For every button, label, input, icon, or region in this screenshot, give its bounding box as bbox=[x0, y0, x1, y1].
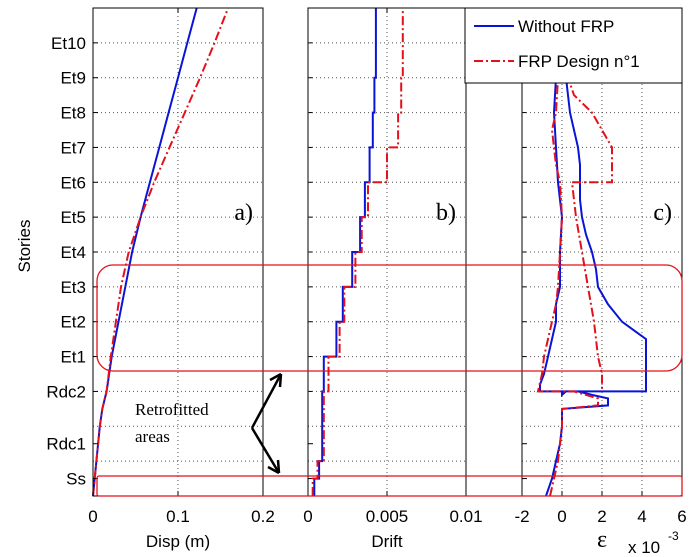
y-tick-label: Et6 bbox=[60, 173, 86, 192]
y-axis-label: Stories bbox=[15, 220, 34, 273]
x-axis-label: Drift bbox=[371, 532, 402, 551]
x-tick-label: 0.01 bbox=[449, 507, 482, 526]
x-multiplier: x 10 -3 bbox=[628, 529, 679, 557]
panel-a: 0 0.1 0.2 Disp (m) a) Ss Rdc1 Rdc2 Et1 Et2 Et3 Et4 E… bbox=[46, 7, 527, 551]
retrofit-box-lower bbox=[96, 475, 683, 497]
panel-c: -2 0 2 4 6 ε c) bbox=[514, 7, 687, 553]
retrofit-box-upper bbox=[96, 264, 683, 372]
y-tick-label: Et7 bbox=[60, 138, 86, 157]
y-tick-label: Rdc1 bbox=[46, 435, 86, 454]
panel-label: b) bbox=[436, 200, 456, 226]
panel-b: 0 0.005 0.01 Drift b) bbox=[303, 7, 483, 551]
x-tick-label: 6 bbox=[677, 507, 686, 526]
x-tick-label: 0.2 bbox=[251, 507, 275, 526]
series-line-frp-design bbox=[92, 7, 230, 497]
annotation-line-1: Retrofitted bbox=[135, 400, 209, 419]
y-tick-label: Et4 bbox=[60, 243, 86, 262]
retrofitted-annotation: Retrofitted areas bbox=[135, 372, 283, 475]
y-tick-label: Rdc2 bbox=[46, 382, 86, 401]
series-line-without-frp bbox=[92, 7, 198, 497]
legend-box bbox=[464, 7, 683, 84]
x-tick-label: -2 bbox=[514, 507, 529, 526]
arrow-down-head bbox=[267, 459, 281, 475]
x-axis-label: Disp (m) bbox=[146, 532, 210, 551]
x-tick-label: 0 bbox=[557, 507, 566, 526]
arrow-down bbox=[250, 427, 281, 474]
y-tick-label: Et1 bbox=[60, 348, 86, 367]
x-axis-label: ε bbox=[597, 527, 607, 553]
legend-label-frp-design: FRP Design n°1 bbox=[518, 52, 640, 71]
panel-label: a) bbox=[234, 200, 253, 226]
y-tick-label: Et3 bbox=[60, 278, 86, 297]
x-multiplier-exponent: -3 bbox=[668, 529, 679, 543]
series-line-without-frp bbox=[313, 8, 377, 496]
arrow-up-head bbox=[269, 372, 283, 388]
legend-label-without-frp: Without FRP bbox=[518, 17, 614, 36]
series-line-frp-design bbox=[536, 7, 613, 497]
annotation-line-2: areas bbox=[135, 427, 170, 446]
legend: Without FRP FRP Design n°1 bbox=[464, 7, 683, 84]
x-tick-label: 0.1 bbox=[166, 507, 190, 526]
y-tick-label: Et2 bbox=[60, 313, 86, 332]
arrow-up bbox=[250, 373, 283, 429]
x-tick-label: 0 bbox=[88, 507, 97, 526]
x-tick-label: 0 bbox=[303, 507, 312, 526]
y-tick-label: Et8 bbox=[60, 104, 86, 123]
y-tick-label: Et9 bbox=[60, 69, 86, 88]
y-tick-label: Ss bbox=[66, 470, 86, 489]
x-tick-label: 0.005 bbox=[366, 507, 409, 526]
x-multiplier-label: x 10 bbox=[628, 538, 660, 557]
y-tick-label: Et5 bbox=[60, 208, 86, 227]
series-line-frp-design bbox=[311, 8, 404, 496]
panel-label: c) bbox=[653, 200, 672, 226]
x-tick-label: 2 bbox=[597, 507, 606, 526]
y-tick-label: Et10 bbox=[51, 34, 86, 53]
x-tick-label: 4 bbox=[637, 507, 646, 526]
